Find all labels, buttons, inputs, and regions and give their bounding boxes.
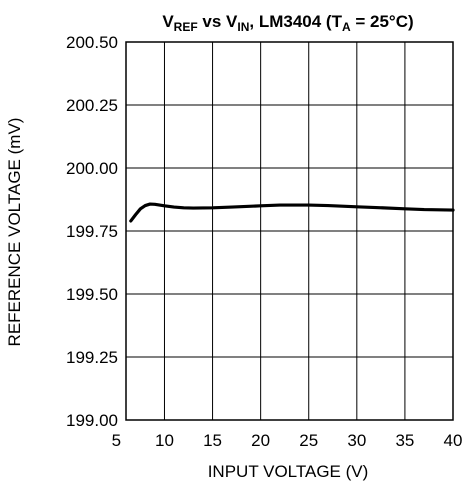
y-tick-label: 199.50: [66, 285, 118, 304]
x-tick-label: 35: [395, 431, 414, 450]
x-tick-label: 5: [112, 431, 121, 450]
y-tick-label: 200.00: [66, 159, 118, 178]
y-tick-label: 199.75: [66, 222, 118, 241]
x-tick-label: 10: [155, 431, 174, 450]
y-axis-label: REFERENCE VOLTAGE (mV): [5, 118, 24, 347]
x-tick-label: 25: [299, 431, 318, 450]
x-axis-ticks: 5 10 15 20 25 30 35 40: [112, 431, 463, 450]
x-tick-label: 30: [347, 431, 366, 450]
y-tick-label: 199.00: [66, 411, 118, 430]
chart-title: VREF vs VIN, LM3404 (TA = 25°C): [162, 12, 413, 34]
y-tick-label: 200.25: [66, 96, 118, 115]
x-axis-label: INPUT VOLTAGE (V): [208, 462, 369, 481]
x-tick-label: 40: [444, 431, 463, 450]
y-tick-label: 199.25: [66, 348, 118, 367]
y-tick-label: 200.50: [66, 33, 118, 52]
y-axis-ticks: 199.00 199.25 199.50 199.75 200.00 200.25 200.…: [66, 33, 118, 430]
x-tick-label: 20: [251, 431, 270, 450]
plot-frame: [125, 41, 454, 421]
x-tick-label: 15: [203, 431, 222, 450]
grid: [126, 41, 454, 421]
series-line: [129, 202, 455, 223]
